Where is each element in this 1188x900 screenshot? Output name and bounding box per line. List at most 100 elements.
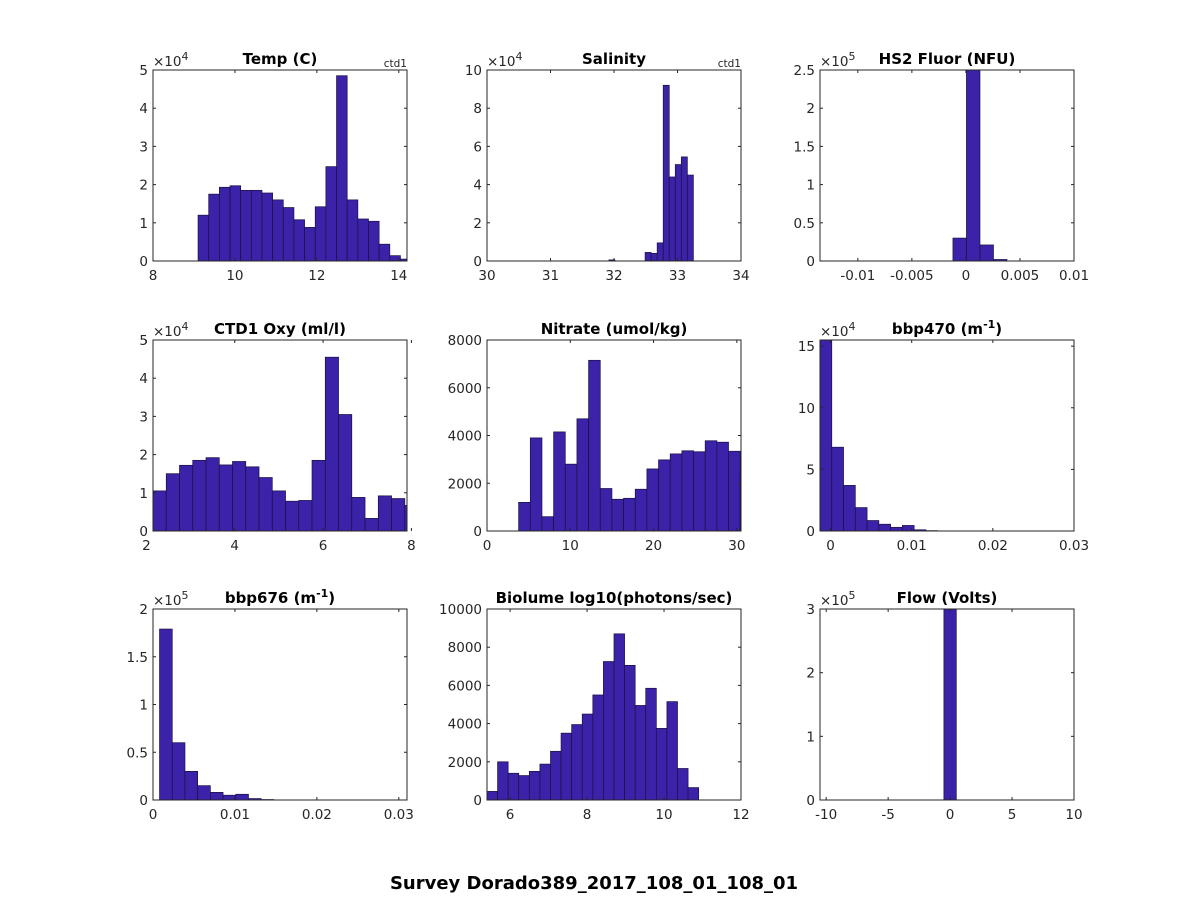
histogram-bar [378,243,391,261]
x-tick-label: 30 [478,268,495,284]
y-tick-label: 1 [139,486,148,502]
histogram-bar [878,523,891,531]
histogram-bar [666,701,678,800]
histogram-bar [282,207,295,261]
histogram-bar [338,414,353,531]
y-tick-label: 1 [806,178,815,194]
x-tick-label: 10 [655,807,672,823]
histogram-bar [890,526,903,531]
y-tick-label: 0 [806,524,815,540]
axes-box [486,608,742,801]
histogram-bar [165,473,180,531]
axis-multiplier: ×104 [153,50,189,70]
histogram-bar [368,220,380,261]
y-tick-label: 5 [806,462,815,478]
instrument-tag: ctd1 [718,58,741,70]
x-tick-label: 12 [732,807,749,823]
histogram-bar [588,359,601,531]
histogram-bar [218,464,233,531]
y-tick-label: 10 [798,401,815,417]
histogram-bar [943,609,957,800]
y-tick-label: 6000 [448,381,482,397]
histogram-bar [655,728,668,800]
y-tick-label: 3 [139,139,148,155]
histogram-bars [197,75,407,261]
subplot-2: 30 31 32 33 34 0 2 4 6 8 10 ×104 Salinity ctd1 [465,50,750,284]
histogram-bar [571,724,583,800]
x-tick-label: 20 [645,538,662,554]
x-tick-label: 0 [946,807,955,823]
histogram-bar [608,259,616,261]
histogram-bar [644,252,652,261]
x-tick-label: 0 [826,538,835,554]
histogram-bar [325,166,337,261]
histogram-bar [159,628,173,800]
y-tick-label: 1 [139,216,148,232]
histogram-bar [645,687,657,800]
y-tick-label: 2 [139,602,148,618]
histogram-bar [592,694,604,800]
histogram-bar [854,507,868,531]
x-tick-label: 34 [732,268,749,284]
histogram-bar [539,763,551,800]
y-tick-label: 2 [473,216,482,232]
histogram-bar [581,713,594,800]
y-tick-label: 8000 [448,640,482,656]
histogram-bar [232,461,247,531]
y-tick-label: 2 [139,178,148,194]
x-tick-label: 0 [149,807,158,823]
histogram-bar [311,459,326,531]
y-tick-label: 0.5 [794,216,815,232]
y-tick-label: 8000 [448,333,482,349]
histogram-bar [357,218,369,261]
histogram-bar [529,437,543,531]
histogram-bar [285,500,300,531]
histogram-bar [507,772,520,800]
y-tick-label: 2 [139,448,148,464]
histogram-bar [351,497,366,531]
subplot-9: -10 -5 0 5 10 0 1 2 3 ×105 Flow (Volts) [806,589,1082,823]
subplot-6: 0 0.01 0.02 0.03 0 5 10 15 ×104 bbp470 (m-1) [798,318,1089,554]
histogram-bars [518,359,741,531]
histogram-bar [298,500,313,531]
x-tick-label: 6 [506,807,515,823]
subplot-4: 2 4 6 8 0 1 2 3 4 5 ×104 CTD1 Oxy (ml/l) [139,320,416,554]
histogram-bar [391,498,406,531]
histogram-bar [261,192,273,261]
histogram-bar [820,340,833,531]
x-tick-label: 33 [669,268,686,284]
y-tick-label: 0 [473,254,482,270]
x-tick-label: 0.02 [978,538,1008,554]
axes-box [819,608,1075,801]
histogram-bars [153,356,407,531]
histogram-bar [229,185,242,261]
y-tick-label: 4 [139,101,148,117]
axis-multiplier: ×104 [487,50,523,70]
y-tick-label: 0 [473,524,482,540]
figure-suptitle: Survey Dorado389_2017_108_01_108_01 [390,873,798,894]
histogram-bar [677,768,689,800]
histogram-bars [820,340,939,531]
histogram-bar [222,794,237,800]
histogram-bar [404,505,407,531]
histogram-bar [658,459,671,531]
y-tick-label: 2000 [448,755,482,771]
x-tick-label: 30 [728,538,745,554]
y-tick-label: 4 [473,178,482,194]
x-tick-label: 8 [407,538,416,554]
histogram-bar [497,761,509,800]
y-tick-label: 1 [806,729,815,745]
y-tick-label: 0 [473,793,482,809]
histogram-bars [952,70,1008,261]
subplot-title: HS2 Fluor (NFU) [879,50,1016,68]
histogram-bar [550,750,562,800]
y-tick-label: 5 [139,63,148,79]
x-tick-label: 5 [1008,807,1017,823]
x-tick-label: -0.01 [840,268,875,284]
y-tick-label: 0.5 [127,745,148,761]
histogram-bar [634,705,647,800]
y-tick-label: 15 [798,339,815,355]
histogram-bar [674,164,682,261]
